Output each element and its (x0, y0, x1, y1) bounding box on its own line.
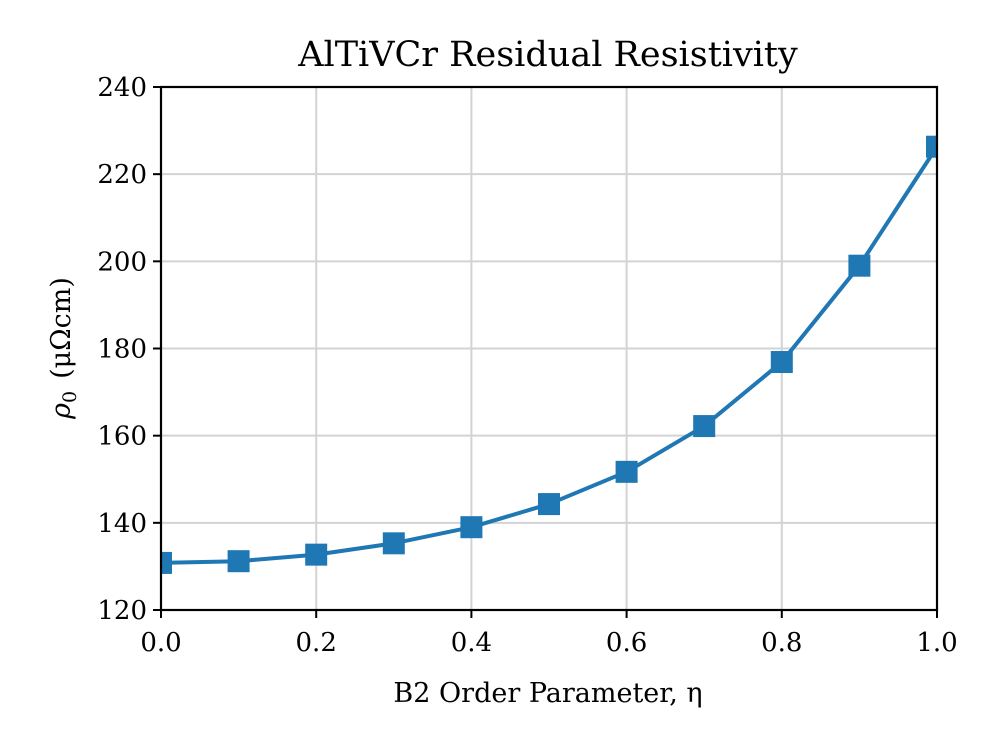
y-axis-label-units: (μΩcm) (46, 277, 77, 379)
x-tick-label: 0.0 (140, 628, 181, 658)
y-tick-label: 200 (97, 247, 147, 277)
x-tick-label: 0.8 (761, 628, 802, 658)
x-axis-ticks: 0.0 0.2 0.4 0.6 0.8 1.0 (140, 610, 958, 658)
y-tick-label: 180 (97, 335, 147, 365)
series-layer (161, 135, 937, 574)
x-axis-label: B2 Order Parameter, η (393, 678, 702, 709)
y-axis-ticks: 120 140 160 180 200 220 240 (97, 73, 161, 626)
data-point-marker (382, 532, 405, 555)
axes-frame (159, 85, 939, 612)
data-point-marker (693, 415, 716, 438)
chart-title: AlTiVCr Residual Resistivity (297, 35, 798, 75)
data-point-marker (770, 351, 793, 374)
y-tick-label: 220 (97, 160, 147, 190)
y-axis-label-symbol: ρ (46, 403, 77, 420)
y-tick-label: 240 (97, 73, 147, 103)
plot-area (161, 135, 937, 574)
data-point-marker (926, 135, 937, 158)
y-axis-label: ρ0 (μΩcm) (46, 277, 81, 420)
x-tick-label: 1.0 (916, 628, 957, 658)
y-tick-label: 120 (97, 596, 147, 626)
data-point-marker (615, 460, 638, 483)
x-tick-label: 0.2 (296, 628, 337, 658)
data-point-marker (227, 550, 250, 573)
x-tick-label: 0.6 (606, 628, 647, 658)
x-tick-label: 0.4 (451, 628, 492, 658)
y-tick-label: 160 (97, 422, 147, 452)
data-point-marker (460, 516, 483, 539)
data-point-marker (848, 254, 871, 277)
y-axis-label-subscript: 0 (59, 391, 81, 403)
data-point-marker (305, 543, 328, 566)
y-tick-label: 140 (97, 509, 147, 539)
gridlines (160, 86, 938, 611)
data-point-marker (538, 493, 560, 516)
data-point-marker (161, 551, 172, 574)
